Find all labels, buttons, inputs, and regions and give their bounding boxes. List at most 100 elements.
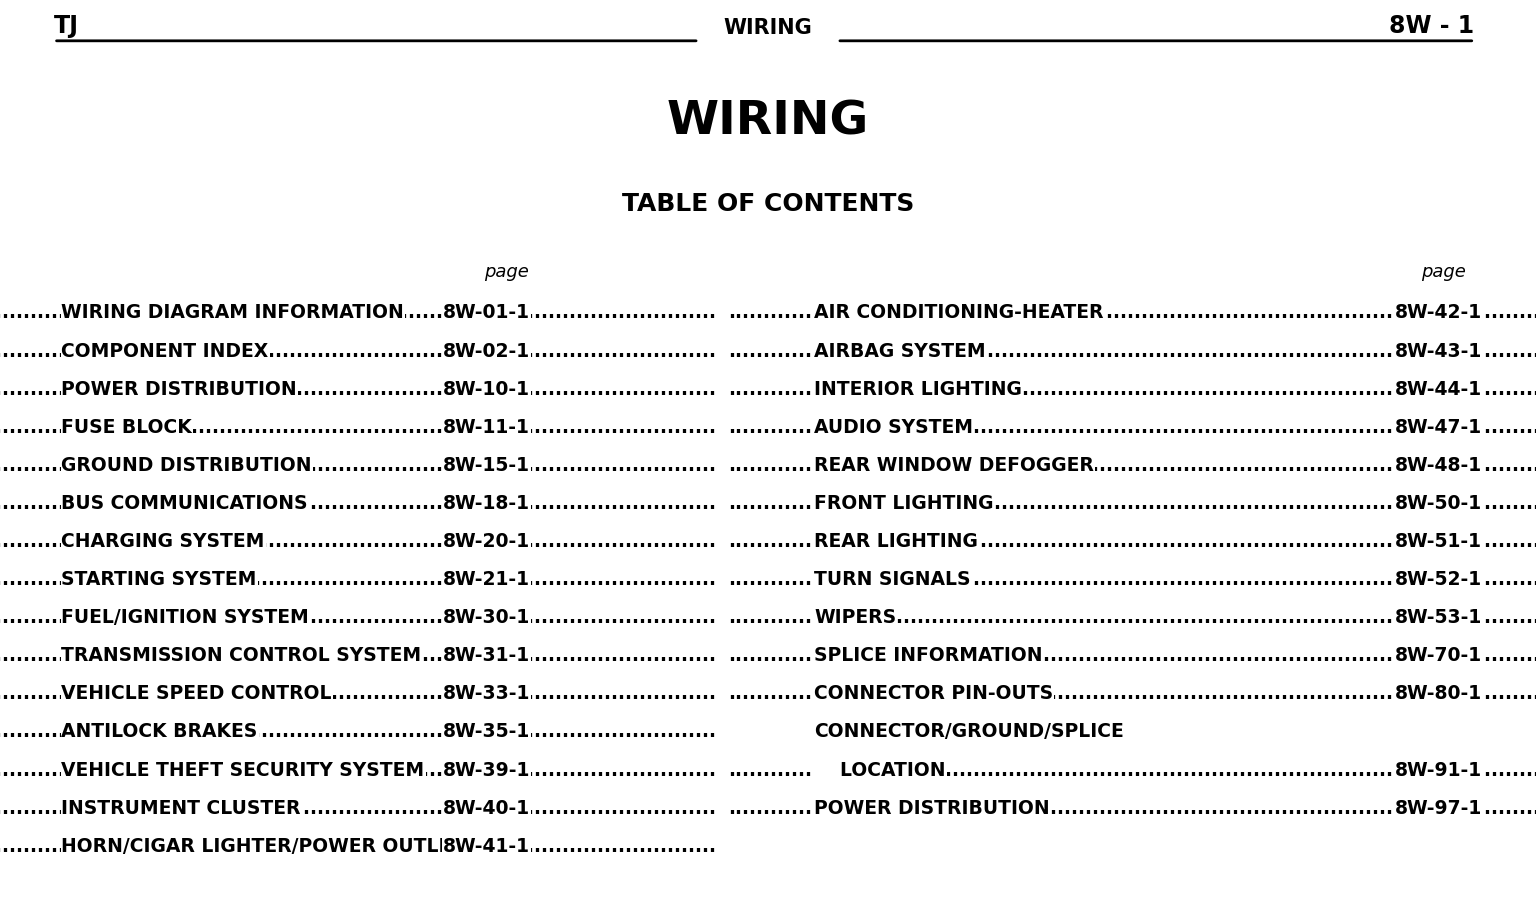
Text: 8W-20-1: 8W-20-1 (442, 532, 530, 551)
Text: ................................................................................: ........................................… (728, 456, 1536, 474)
Text: TABLE OF CONTENTS: TABLE OF CONTENTS (622, 192, 914, 216)
Text: 8W-40-1: 8W-40-1 (442, 799, 530, 817)
Text: 8W-31-1: 8W-31-1 (442, 647, 530, 665)
Text: 8W-35-1: 8W-35-1 (442, 723, 530, 741)
Text: INTERIOR LIGHTING: INTERIOR LIGHTING (814, 380, 1021, 398)
Text: TURN SIGNALS: TURN SIGNALS (814, 571, 971, 589)
Text: 8W-52-1: 8W-52-1 (1395, 571, 1482, 589)
Text: 8W-30-1: 8W-30-1 (442, 609, 530, 627)
Text: CONNECTOR PIN-OUTS: CONNECTOR PIN-OUTS (814, 685, 1054, 703)
Text: 8W-18-1: 8W-18-1 (442, 494, 530, 512)
Text: 8W-15-1: 8W-15-1 (442, 456, 530, 474)
Text: COMPONENT INDEX: COMPONENT INDEX (61, 342, 269, 360)
Text: ................................................................................: ........................................… (728, 571, 1536, 589)
Text: CONNECTOR/GROUND/SPLICE: CONNECTOR/GROUND/SPLICE (814, 723, 1124, 741)
Text: 8W-41-1: 8W-41-1 (442, 837, 530, 855)
Text: ................................................................................: ........................................… (728, 685, 1536, 703)
Text: FRONT LIGHTING: FRONT LIGHTING (814, 494, 994, 512)
Text: 8W-53-1: 8W-53-1 (1395, 609, 1482, 627)
Text: INSTRUMENT CLUSTER: INSTRUMENT CLUSTER (61, 799, 301, 817)
Text: ................................................................................: ........................................… (0, 799, 716, 817)
Text: REAR WINDOW DEFOGGER: REAR WINDOW DEFOGGER (814, 456, 1094, 474)
Text: 8W-44-1: 8W-44-1 (1395, 380, 1482, 398)
Text: ................................................................................: ........................................… (728, 342, 1536, 360)
Text: WIPERS: WIPERS (814, 609, 895, 627)
Text: REAR LIGHTING: REAR LIGHTING (814, 532, 978, 551)
Text: 8W-43-1: 8W-43-1 (1395, 342, 1482, 360)
Text: BUS COMMUNICATIONS: BUS COMMUNICATIONS (61, 494, 307, 512)
Text: 8W-18-1: 8W-18-1 (442, 494, 530, 512)
Text: 8W-97-1: 8W-97-1 (1395, 799, 1482, 817)
Text: 8W-70-1: 8W-70-1 (1395, 647, 1482, 665)
Text: 8W-44-1: 8W-44-1 (1395, 380, 1482, 398)
Text: 8W-42-1: 8W-42-1 (1395, 304, 1482, 322)
Text: POWER DISTRIBUTION: POWER DISTRIBUTION (61, 380, 296, 398)
Text: 8W-35-1: 8W-35-1 (442, 723, 530, 741)
Text: 8W-31-1: 8W-31-1 (442, 647, 530, 665)
Text: 8W-43-1: 8W-43-1 (1395, 342, 1482, 360)
Text: 8W-42-1: 8W-42-1 (1395, 304, 1482, 322)
Text: FUSE BLOCK: FUSE BLOCK (61, 418, 192, 436)
Text: 8W-51-1: 8W-51-1 (1395, 532, 1482, 551)
Text: 8W-01-1: 8W-01-1 (442, 304, 530, 322)
Text: 8W-11-1: 8W-11-1 (442, 418, 530, 436)
Text: WIRING DIAGRAM INFORMATION: WIRING DIAGRAM INFORMATION (61, 304, 404, 322)
Text: ................................................................................: ........................................… (0, 761, 716, 779)
Text: FRONT LIGHTING: FRONT LIGHTING (814, 494, 994, 512)
Text: REAR LIGHTING: REAR LIGHTING (814, 532, 978, 551)
Text: VEHICLE THEFT SECURITY SYSTEM: VEHICLE THEFT SECURITY SYSTEM (61, 761, 424, 779)
Text: FUSE BLOCK: FUSE BLOCK (61, 418, 192, 436)
Text: 8W-01-1: 8W-01-1 (442, 304, 530, 322)
Text: INSTRUMENT CLUSTER: INSTRUMENT CLUSTER (61, 799, 301, 817)
Text: 8W-10-1: 8W-10-1 (442, 380, 530, 398)
Text: 8W-33-1: 8W-33-1 (442, 685, 530, 703)
Text: AIRBAG SYSTEM: AIRBAG SYSTEM (814, 342, 986, 360)
Text: 8W-11-1: 8W-11-1 (442, 418, 530, 436)
Text: ................................................................................: ........................................… (0, 418, 716, 436)
Text: ................................................................................: ........................................… (728, 380, 1536, 398)
Text: ................................................................................: ........................................… (0, 494, 716, 512)
Text: 8W - 1: 8W - 1 (1390, 15, 1475, 38)
Text: WIPERS: WIPERS (814, 609, 895, 627)
Text: STARTING SYSTEM: STARTING SYSTEM (61, 571, 257, 589)
Text: 8W-21-1: 8W-21-1 (442, 571, 530, 589)
Text: 8W-51-1: 8W-51-1 (1395, 532, 1482, 551)
Text: ................................................................................: ........................................… (728, 532, 1536, 551)
Text: 8W-48-1: 8W-48-1 (1395, 456, 1482, 474)
Text: GROUND DISTRIBUTION: GROUND DISTRIBUTION (61, 456, 312, 474)
Text: 8W-50-1: 8W-50-1 (1395, 494, 1482, 512)
Text: 8W-20-1: 8W-20-1 (442, 532, 530, 551)
Text: 8W-48-1: 8W-48-1 (1395, 456, 1482, 474)
Text: AIRBAG SYSTEM: AIRBAG SYSTEM (814, 342, 986, 360)
Text: WIRING DIAGRAM INFORMATION: WIRING DIAGRAM INFORMATION (61, 304, 404, 322)
Text: POWER DISTRIBUTION: POWER DISTRIBUTION (814, 799, 1049, 817)
Text: GROUND DISTRIBUTION: GROUND DISTRIBUTION (61, 456, 312, 474)
Text: TJ: TJ (54, 15, 78, 38)
Text: ................................................................................: ........................................… (728, 418, 1536, 436)
Text: ................................................................................: ........................................… (0, 532, 716, 551)
Text: ................................................................................: ........................................… (0, 456, 716, 474)
Text: AIR CONDITIONING-HEATER: AIR CONDITIONING-HEATER (814, 304, 1103, 322)
Text: CONNECTOR PIN-OUTS: CONNECTOR PIN-OUTS (814, 685, 1054, 703)
Text: FUEL/IGNITION SYSTEM: FUEL/IGNITION SYSTEM (61, 609, 309, 627)
Text: 8W-97-1: 8W-97-1 (1395, 799, 1482, 817)
Text: 8W-02-1: 8W-02-1 (442, 342, 530, 360)
Text: ................................................................................: ........................................… (728, 494, 1536, 512)
Text: HORN/CIGAR LIGHTER/POWER OUTLET: HORN/CIGAR LIGHTER/POWER OUTLET (61, 837, 464, 855)
Text: ................................................................................: ........................................… (728, 799, 1536, 817)
Text: ................................................................................: ........................................… (0, 304, 716, 322)
Text: 8W-47-1: 8W-47-1 (1395, 418, 1482, 436)
Text: INTERIOR LIGHTING: INTERIOR LIGHTING (814, 380, 1021, 398)
Text: ................................................................................: ........................................… (0, 342, 716, 360)
Text: ................................................................................: ........................................… (0, 647, 716, 665)
Text: 8W-80-1: 8W-80-1 (1395, 685, 1482, 703)
Text: 8W-02-1: 8W-02-1 (442, 342, 530, 360)
Text: 8W-70-1: 8W-70-1 (1395, 647, 1482, 665)
Text: ................................................................................: ........................................… (0, 609, 716, 627)
Text: WIRING: WIRING (723, 18, 813, 38)
Text: AIR CONDITIONING-HEATER: AIR CONDITIONING-HEATER (814, 304, 1103, 322)
Text: 8W-50-1: 8W-50-1 (1395, 494, 1482, 512)
Text: TRANSMISSION CONTROL SYSTEM: TRANSMISSION CONTROL SYSTEM (61, 647, 421, 665)
Text: TURN SIGNALS: TURN SIGNALS (814, 571, 971, 589)
Text: 8W-52-1: 8W-52-1 (1395, 571, 1482, 589)
